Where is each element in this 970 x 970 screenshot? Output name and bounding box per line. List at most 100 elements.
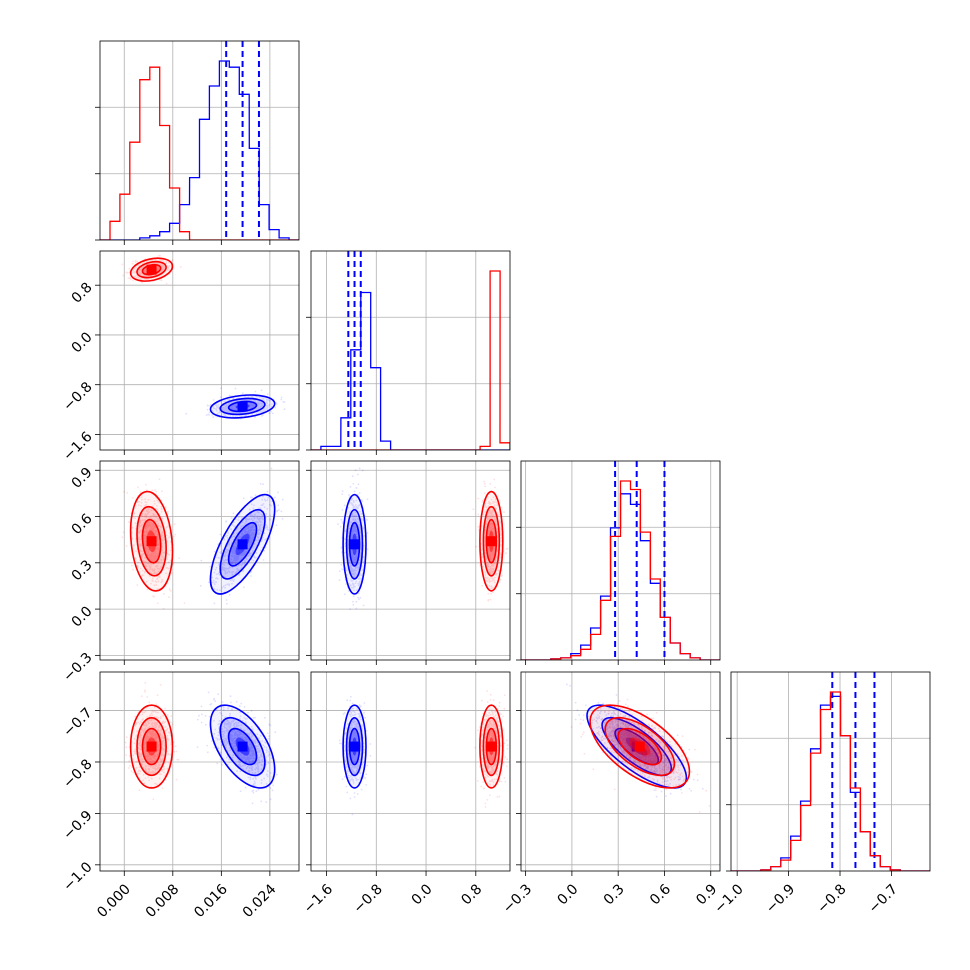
density-peak	[237, 401, 248, 412]
contour-line-0-0	[209, 394, 276, 419]
y-tick-label: 0.0	[69, 603, 96, 630]
contour-line-0-0	[342, 493, 367, 595]
panel-0-0	[99, 40, 300, 241]
contour-line-1-2	[141, 263, 162, 276]
contour-line-1-1	[136, 716, 167, 777]
x-tick-label: 0.0	[554, 881, 581, 908]
panel-1-0	[99, 250, 300, 451]
histogram-1-0	[311, 291, 510, 450]
x-tick-label: 0.8	[458, 881, 485, 908]
y-tick-label: −0.3	[60, 650, 95, 685]
contour-line-0-1	[219, 716, 266, 777]
contour-line-1-2	[485, 727, 498, 766]
contour-line-0-0	[209, 704, 276, 789]
histogram-0-0	[100, 60, 299, 240]
contour-line-1-1	[136, 505, 167, 577]
y-tick-label: 0.9	[69, 465, 96, 492]
panel-2-0	[99, 460, 300, 661]
contour-line-0-1	[345, 508, 364, 580]
contour-line-0-1	[219, 397, 266, 416]
contour-line-1-0	[479, 704, 504, 789]
y-tick-label: 0.6	[69, 511, 96, 538]
x-tick-label: 0.0	[409, 881, 436, 908]
panel-frame	[520, 671, 721, 872]
x-tick-label: 0.3	[601, 881, 628, 908]
x-tick-label: −1.0	[711, 881, 746, 916]
contour-line-0-1	[345, 716, 364, 777]
panel-frame	[310, 460, 511, 661]
histogram-1-1	[311, 270, 510, 450]
y-tick-label: −1.0	[60, 859, 95, 894]
panel-frame	[730, 671, 931, 872]
y-tick-label: −0.9	[60, 808, 95, 843]
y-tick-label: −0.7	[60, 705, 95, 740]
histogram-3-0	[731, 695, 930, 871]
y-tick-label: −0.8	[60, 379, 95, 414]
panel-2-2	[520, 460, 721, 661]
contour-line-0-2	[227, 400, 258, 413]
density-peak	[146, 264, 157, 275]
contour-line-1-1	[604, 716, 676, 777]
density-peak	[349, 741, 360, 752]
x-tick-label: 0.6	[647, 881, 674, 908]
panel-2-1	[310, 460, 511, 661]
density-peak	[486, 741, 497, 752]
panel-3-1	[310, 671, 511, 872]
x-tick-label: −0.8	[351, 881, 386, 916]
panel-frame	[99, 40, 300, 241]
panel-frame	[99, 460, 300, 661]
contour-line-1-1	[136, 260, 167, 279]
contour-line-1-0	[129, 490, 174, 592]
contour-line-0-2	[227, 727, 258, 766]
contour-line-1-0	[129, 257, 174, 282]
contour-line-0-1	[219, 508, 266, 580]
panel-3-3	[730, 671, 931, 872]
contour-line-1-0	[589, 704, 691, 789]
contour-line-1-2	[141, 727, 162, 766]
contour-line-1-2	[617, 727, 663, 766]
y-tick-label: 0.0	[69, 329, 96, 356]
x-tick-label: 0.008	[143, 881, 183, 921]
x-tick-label: −0.7	[866, 881, 901, 916]
contour-line-0-0	[342, 704, 367, 789]
density-peak	[634, 741, 645, 752]
y-tick-label: −0.8	[60, 756, 95, 791]
density-peak	[486, 536, 497, 547]
density-peak	[237, 741, 248, 752]
panel-1-1	[310, 250, 511, 451]
contour-line-1-0	[479, 490, 504, 592]
x-tick-label: −0.8	[814, 881, 849, 916]
panel-frame	[310, 671, 511, 872]
contour-line-1-1	[482, 716, 501, 777]
contour-line-1-0	[129, 704, 174, 789]
histogram-0-1	[100, 66, 299, 240]
density-peak	[349, 539, 360, 550]
x-tick-label: 0.024	[240, 881, 280, 921]
contour-line-1-2	[141, 518, 162, 564]
contour-line-0-2	[348, 521, 361, 567]
x-tick-label: 0.016	[191, 881, 231, 921]
histogram-3-1	[731, 691, 930, 871]
panel-frame	[99, 250, 300, 451]
x-tick-label: −0.3	[500, 881, 535, 916]
x-tick-label: −0.9	[763, 881, 798, 916]
x-tick-label: −1.6	[301, 881, 336, 916]
contour-line-1-2	[485, 518, 498, 564]
contour-line-1-1	[482, 505, 501, 577]
panel-frame	[520, 460, 721, 661]
density-peak	[237, 539, 248, 550]
panel-3-0	[99, 671, 300, 872]
panel-frame	[99, 671, 300, 872]
y-tick-label: 0.3	[69, 557, 96, 584]
x-tick-label: 0.000	[94, 881, 134, 921]
y-tick-label: 0.8	[69, 280, 96, 307]
scatter-points	[474, 690, 509, 808]
histogram-2-1	[521, 480, 720, 660]
y-tick-label: −1.6	[60, 429, 95, 464]
density-peak	[146, 741, 157, 752]
panel-3-2	[520, 671, 721, 872]
density-peak	[146, 536, 157, 547]
contour-line-0-2	[227, 521, 258, 567]
contour-line-0-2	[348, 727, 361, 766]
